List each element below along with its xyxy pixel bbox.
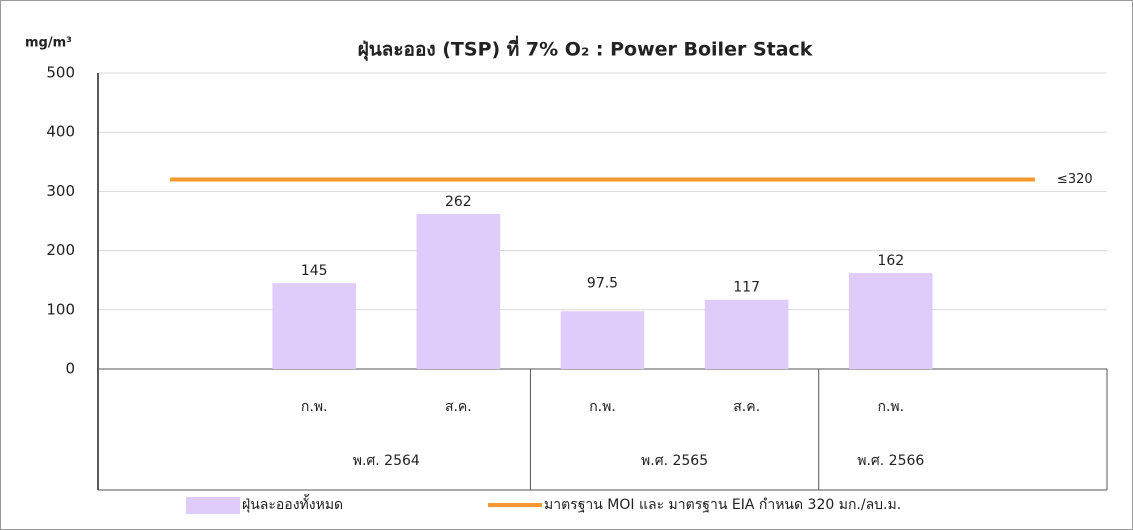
x-tick-label: ก.พ. bbox=[877, 399, 904, 415]
bar bbox=[272, 283, 357, 369]
y-tick-label: 0 bbox=[65, 360, 75, 378]
data-label: 162 bbox=[877, 253, 904, 269]
data-label: 97.5 bbox=[587, 275, 618, 291]
legend-label: มาตรฐาน MOI และ มาตรฐาน EIA กำหนด 320 มก… bbox=[544, 497, 901, 513]
bar bbox=[848, 273, 933, 369]
y-axis-label: mg/m³ bbox=[25, 36, 72, 51]
y-tick-label: 400 bbox=[46, 123, 75, 141]
legend-swatch bbox=[186, 497, 240, 514]
y-tick-label: 100 bbox=[46, 300, 75, 318]
y-tick-label: 300 bbox=[46, 182, 75, 200]
bar bbox=[416, 213, 501, 369]
legend-label: ฝุ่นละอองทั้งหมด bbox=[242, 494, 343, 513]
data-label: 262 bbox=[445, 194, 472, 210]
bar bbox=[560, 311, 645, 369]
data-label: 117 bbox=[733, 280, 760, 296]
data-label: 145 bbox=[301, 263, 328, 279]
chart-title: ฝุ่นละออง (TSP) ที่ 7% O₂ : Power Boiler… bbox=[358, 36, 813, 62]
y-tick-label: 200 bbox=[46, 241, 75, 259]
group-label: พ.ศ. 2565 bbox=[641, 453, 708, 469]
x-tick-label: ส.ค. bbox=[445, 399, 472, 415]
x-tick-label: ส.ค. bbox=[733, 399, 760, 415]
data-label: ≤320 bbox=[1057, 172, 1093, 187]
group-label: พ.ศ. 2564 bbox=[353, 453, 420, 469]
bar bbox=[704, 299, 789, 369]
y-tick-label: 500 bbox=[46, 64, 75, 82]
x-tick-label: ก.พ. bbox=[301, 399, 328, 415]
x-tick-label: ก.พ. bbox=[589, 399, 616, 415]
group-label: พ.ศ. 2566 bbox=[857, 453, 924, 469]
